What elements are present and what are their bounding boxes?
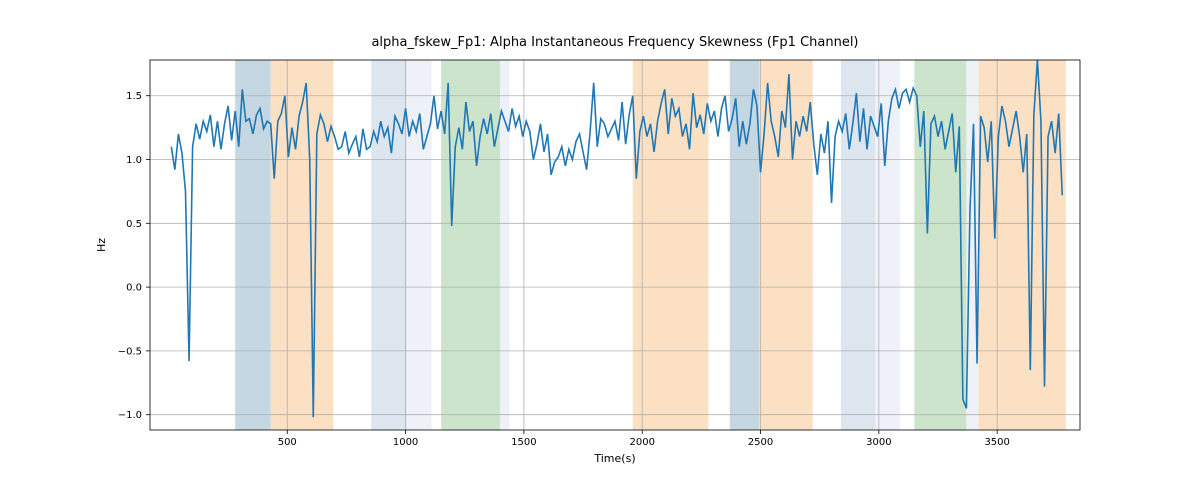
y-tick-label: 0.0	[126, 283, 142, 294]
y-tick-label: 1.0	[126, 155, 142, 166]
x-tick-label: 3500	[984, 437, 1009, 448]
shaded-region	[371, 60, 406, 430]
x-tick-label: 2500	[748, 437, 773, 448]
x-tick-label: 2000	[629, 437, 654, 448]
x-tick-label: 3000	[866, 437, 891, 448]
shaded-region	[914, 60, 966, 430]
y-tick-label: −0.5	[118, 346, 142, 357]
chart-title: alpha_fskew_Fp1: Alpha Instantaneous Fre…	[371, 35, 858, 50]
shaded-region	[730, 60, 760, 430]
x-tick-label: 1000	[393, 437, 418, 448]
shaded-region	[966, 60, 978, 430]
chart-container: 500 1000 1500 2000 2500 3000 3500 −1.0 −0.5 0.0 0.…	[0, 0, 1200, 500]
y-axis-label: Hz	[95, 238, 108, 252]
x-axis-ticks: 500 1000 1500 2000 2500 3000 3500	[278, 430, 1010, 448]
x-tick-label: 500	[278, 437, 297, 448]
y-tick-label: 1.5	[126, 91, 142, 102]
shaded-region	[500, 60, 509, 430]
y-axis-ticks: −1.0 −0.5 0.0 0.5 1.0 1.5	[118, 91, 150, 421]
y-tick-label: 0.5	[126, 219, 142, 230]
x-tick-label: 1500	[511, 437, 536, 448]
shaded-region	[978, 60, 1066, 430]
y-tick-label: −1.0	[118, 410, 142, 421]
x-axis-label: Time(s)	[593, 452, 635, 465]
chart-svg: 500 1000 1500 2000 2500 3000 3500 −1.0 −0.5 0.0 0.…	[0, 0, 1200, 500]
